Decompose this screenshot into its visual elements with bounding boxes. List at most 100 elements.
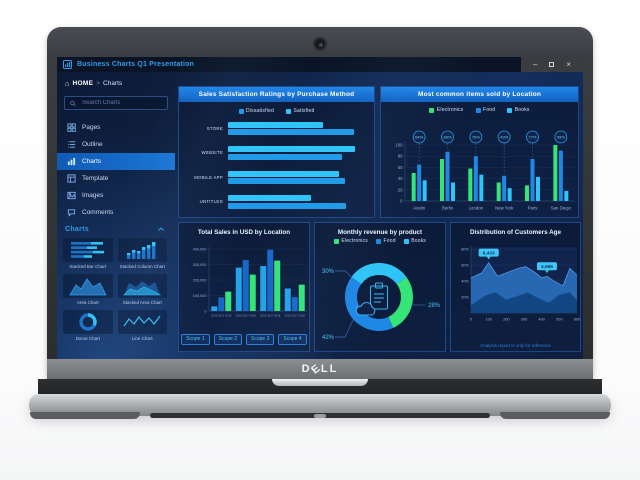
charts-panel-title: Charts <box>65 225 89 233</box>
category-label: STORE <box>206 125 223 131</box>
legend-item[interactable]: Books <box>507 107 529 113</box>
chart-thumb-stacked-area-chart[interactable]: Stacked Area Chart <box>117 274 167 305</box>
svg-text:2017: 2017 <box>243 314 250 318</box>
scope-button-4[interactable]: Scope 4 <box>278 334 307 345</box>
search-box[interactable] <box>64 96 168 110</box>
donut-plot: 30% 28% 42% <box>322 263 441 341</box>
comments-icon <box>67 208 76 217</box>
screen: Business Charts Q1 Presentation – × ⌂ HOM… <box>57 57 583 359</box>
chart-thumb-label: Stacked Column Chart <box>119 264 165 269</box>
sidebar-item-images[interactable]: Images <box>57 187 175 204</box>
legend-item[interactable]: Food <box>475 107 496 113</box>
sidebar: ⌂ HOME > Charts Pages Outline Charts Templa… <box>57 72 175 359</box>
chart-panel-monthly-revenue: Monthly revenue by product Electronics Fo… <box>314 222 446 352</box>
percent-badge <box>554 130 568 144</box>
sidebar-item-label: Images <box>82 192 104 199</box>
chart-thumb-donut-chart[interactable]: Donut Chart <box>63 310 113 341</box>
outline-icon <box>67 140 76 149</box>
laptop-foot-left <box>30 412 140 419</box>
minimize-icon[interactable]: – <box>532 60 538 69</box>
legend-item[interactable]: Dissatisfied <box>238 108 274 114</box>
app-body: ⌂ HOME > Charts Pages Outline Charts Templa… <box>57 72 583 359</box>
area-plot: 20% 40% 60% 80% 0 100 200 300 400 500 600 6,433 4,56… <box>461 246 581 322</box>
laptop-foot-right <box>500 412 610 419</box>
bar-group: MOBILE APP <box>183 169 370 186</box>
svg-text:200: 200 <box>503 317 510 322</box>
svg-text:Austin: Austin <box>413 206 426 211</box>
bar-group: 64% Austin <box>411 130 427 211</box>
svg-text:2016: 2016 <box>211 314 218 318</box>
chart-thumb-line-chart[interactable]: Line Chart <box>117 310 167 341</box>
chart-panel-items-by-location: Most common items sold by Location Elect… <box>380 86 579 218</box>
search-input[interactable] <box>80 99 162 107</box>
bars <box>228 194 358 211</box>
bar-group: 2016 2017 2018 <box>285 284 306 318</box>
legend-label: Electronics <box>436 107 464 113</box>
grouped-bar-plot: 0 20 40 60 80 100 64% Austin 89% Berlin 79% London 4… <box>395 130 575 211</box>
scope-button-1[interactable]: Scope 1 <box>181 334 210 345</box>
bar-group: 2016 2017 2018 <box>236 259 257 318</box>
sidebar-item-comments[interactable]: Comments <box>57 204 175 221</box>
category-label: UNTITLED <box>199 199 223 205</box>
chevron-up-icon[interactable] <box>157 225 165 233</box>
svg-text:Berlin: Berlin <box>442 206 454 211</box>
svg-text:42%: 42% <box>322 335 335 341</box>
legend-item[interactable]: Food <box>376 238 396 244</box>
chart-thumbnails: Stacked Bar Chart Stacked Column Chart Are… <box>57 236 173 341</box>
svg-text:Paris: Paris <box>528 206 538 211</box>
legend-label: Dissatisfied <box>246 108 274 114</box>
chart-panel-total-sales: Total Sales in USD by Location 0 100,000 2… <box>178 222 310 352</box>
sidebar-item-label: Template <box>82 175 109 182</box>
tooltip: 6,433 <box>478 248 499 260</box>
svg-text:2016: 2016 <box>236 314 243 318</box>
breadcrumb-home[interactable]: HOME <box>72 80 94 87</box>
svg-text:6,433: 6,433 <box>483 251 495 257</box>
bar <box>228 146 356 152</box>
chart-panel-sales-satisfaction: Sales Satisfaction Ratings by Purchase M… <box>178 86 375 218</box>
bar <box>228 121 323 128</box>
template-icon <box>67 174 76 183</box>
chart-caption: Analysis report is only for reference <box>480 343 551 348</box>
sidebar-item-template[interactable]: Template <box>57 170 175 187</box>
percent-badge <box>441 130 454 144</box>
scope-button-2[interactable]: Scope 2 <box>213 334 242 345</box>
svg-text:100,000: 100,000 <box>193 294 207 298</box>
close-icon[interactable]: × <box>566 60 572 69</box>
svg-text:2016: 2016 <box>285 314 292 318</box>
donut-slice-electronics <box>345 263 413 331</box>
sidebar-item-charts[interactable]: Charts <box>57 153 175 170</box>
chart-thumb-stacked-column-chart[interactable]: Stacked Column Chart <box>117 238 167 269</box>
sidebar-item-pages[interactable]: Pages <box>57 119 175 136</box>
chart-thumb-label: Area Chart <box>76 300 99 305</box>
chart-thumb-area-chart[interactable]: Area Chart <box>63 274 113 305</box>
svg-text:500: 500 <box>556 317 563 322</box>
legend-label: Books <box>411 238 427 244</box>
chart-title: Distribution of Customers Age <box>469 229 562 236</box>
bar-group: 43% New York <box>495 130 514 211</box>
charts-icon <box>67 157 76 166</box>
legend-item[interactable]: Satisfied <box>285 108 315 114</box>
legend-label: Electronics <box>341 238 369 244</box>
svg-text:2018: 2018 <box>250 314 257 318</box>
breadcrumb-current[interactable]: Charts <box>103 80 123 87</box>
svg-text:100: 100 <box>395 143 403 148</box>
laptop-chin: DELL <box>47 359 593 379</box>
legend-item[interactable]: Electronics <box>429 107 463 113</box>
maximize-icon[interactable] <box>549 62 555 67</box>
webcam <box>313 37 327 51</box>
legend-swatch-icon <box>376 238 382 244</box>
legend-item[interactable]: Electronics <box>333 238 369 244</box>
sidebar-item-outline[interactable]: Outline <box>57 136 175 153</box>
svg-text:2017: 2017 <box>218 314 225 318</box>
svg-text:0: 0 <box>470 317 473 322</box>
legend-item[interactable]: Books <box>403 238 427 244</box>
legend-label: Satisfied <box>293 108 315 114</box>
sidebar-item-label: Charts <box>82 158 102 165</box>
svg-text:80: 80 <box>398 154 403 159</box>
chart-thumb-stacked-bar-chart[interactable]: Stacked Bar Chart <box>63 238 113 269</box>
breadcrumb-separator: > <box>96 80 101 87</box>
svg-text:77%: 77% <box>528 135 536 140</box>
svg-text:2018: 2018 <box>299 314 306 318</box>
scope-button-3[interactable]: Scope 3 <box>246 334 275 345</box>
bar-group: 77% Paris <box>525 130 540 211</box>
